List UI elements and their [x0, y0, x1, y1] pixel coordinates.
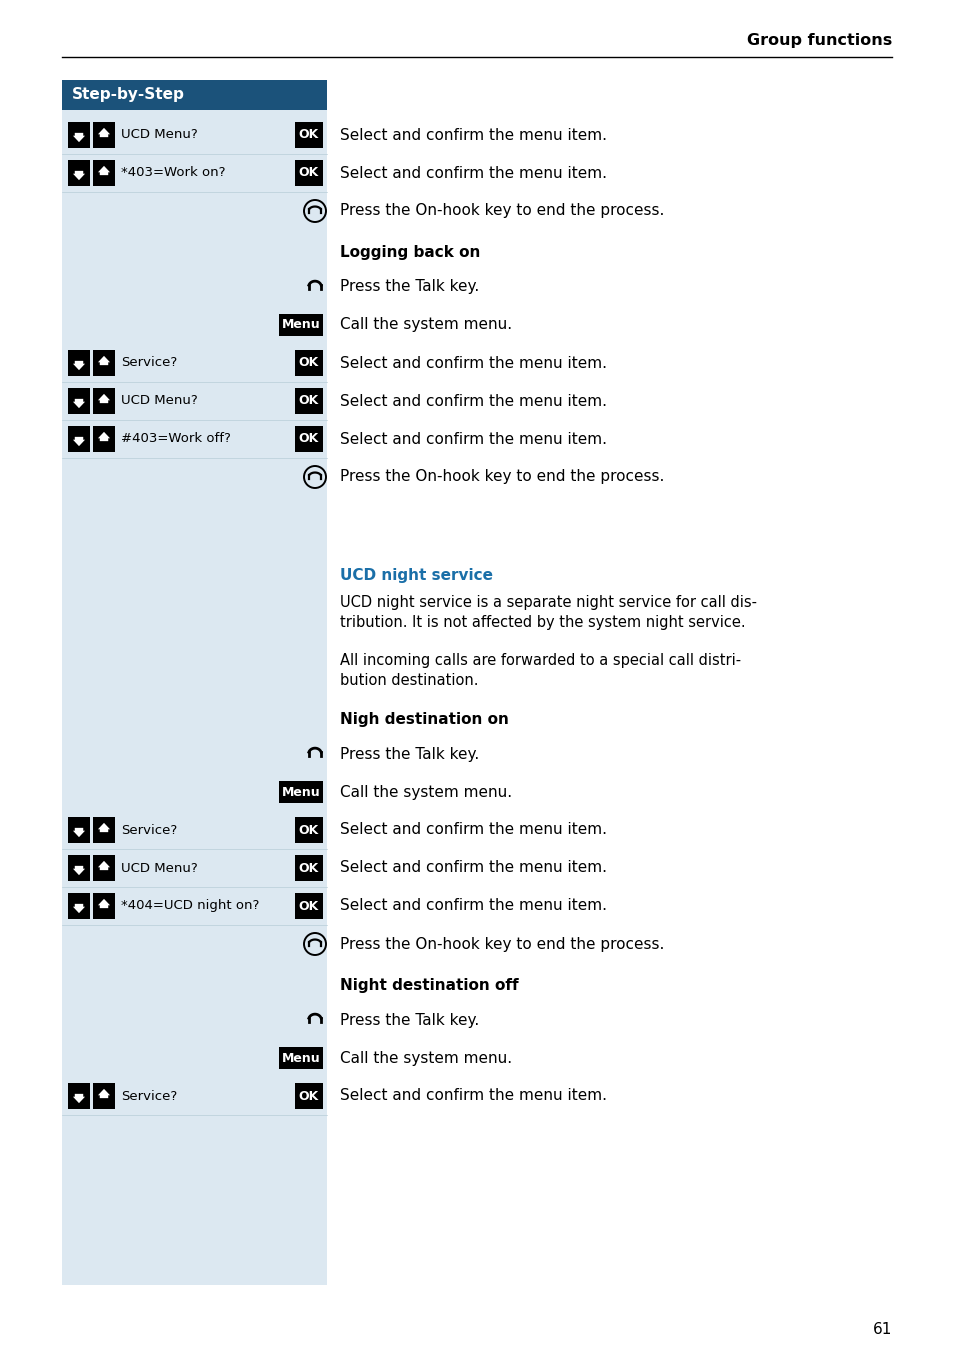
- Bar: [68, 160, 90, 187]
- Text: Press the Talk key.: Press the Talk key.: [339, 280, 478, 295]
- Bar: [92, 350, 115, 376]
- Polygon shape: [98, 899, 110, 909]
- Text: *404=UCD night on?: *404=UCD night on?: [121, 899, 259, 913]
- Text: UCD night service: UCD night service: [339, 568, 493, 583]
- Bar: [92, 817, 115, 844]
- Polygon shape: [72, 399, 85, 408]
- Bar: [294, 388, 323, 414]
- Polygon shape: [72, 827, 85, 837]
- Text: 61: 61: [872, 1322, 891, 1337]
- Polygon shape: [98, 128, 110, 137]
- Bar: [294, 350, 323, 376]
- Text: Logging back on: Logging back on: [339, 245, 480, 261]
- Bar: [68, 350, 90, 376]
- Bar: [294, 854, 323, 882]
- Text: OK: OK: [298, 1090, 319, 1102]
- Text: Menu: Menu: [281, 319, 320, 331]
- Text: Select and confirm the menu item.: Select and confirm the menu item.: [339, 1088, 606, 1103]
- Bar: [294, 426, 323, 452]
- Polygon shape: [98, 356, 110, 365]
- Text: Press the On-hook key to end the process.: Press the On-hook key to end the process…: [339, 204, 663, 219]
- Text: OK: OK: [298, 357, 319, 369]
- Polygon shape: [72, 865, 85, 875]
- Text: Select and confirm the menu item.: Select and confirm the menu item.: [339, 899, 606, 914]
- Bar: [92, 160, 115, 187]
- Text: Service?: Service?: [121, 823, 177, 837]
- Text: Nigh destination on: Nigh destination on: [339, 713, 508, 727]
- Text: #403=Work off?: #403=Work off?: [121, 433, 231, 446]
- Polygon shape: [98, 823, 110, 831]
- Text: Call the system menu.: Call the system menu.: [339, 318, 512, 333]
- Bar: [62, 80, 327, 110]
- Polygon shape: [72, 904, 85, 913]
- Text: Select and confirm the menu item.: Select and confirm the menu item.: [339, 127, 606, 142]
- Bar: [92, 854, 115, 882]
- Bar: [278, 314, 323, 337]
- Bar: [294, 1083, 323, 1109]
- Text: Press the Talk key.: Press the Talk key.: [339, 1013, 478, 1028]
- Bar: [294, 817, 323, 844]
- Text: Menu: Menu: [281, 786, 320, 799]
- Polygon shape: [72, 1094, 85, 1103]
- Text: Select and confirm the menu item.: Select and confirm the menu item.: [339, 860, 606, 876]
- Text: Select and confirm the menu item.: Select and confirm the menu item.: [339, 822, 606, 837]
- Text: UCD Menu?: UCD Menu?: [121, 861, 197, 875]
- Text: OK: OK: [298, 433, 319, 446]
- Polygon shape: [98, 431, 110, 441]
- Bar: [92, 894, 115, 919]
- Text: Service?: Service?: [121, 1090, 177, 1102]
- Text: OK: OK: [298, 861, 319, 875]
- Text: *403=Work on?: *403=Work on?: [121, 166, 225, 180]
- Text: Press the On-hook key to end the process.: Press the On-hook key to end the process…: [339, 469, 663, 484]
- Text: Night destination off: Night destination off: [339, 979, 518, 994]
- Polygon shape: [72, 170, 85, 180]
- Bar: [92, 122, 115, 147]
- Text: All incoming calls are forwarded to a special call distri-
bution destination.: All incoming calls are forwarded to a sp…: [339, 653, 740, 688]
- Bar: [294, 122, 323, 147]
- Bar: [68, 122, 90, 147]
- Bar: [278, 781, 323, 803]
- Polygon shape: [98, 861, 110, 871]
- Bar: [92, 426, 115, 452]
- Text: Step-by-Step: Step-by-Step: [71, 88, 185, 103]
- Bar: [68, 894, 90, 919]
- Bar: [68, 854, 90, 882]
- Text: Press the Talk key.: Press the Talk key.: [339, 746, 478, 761]
- Text: Menu: Menu: [281, 1052, 320, 1064]
- Text: Press the On-hook key to end the process.: Press the On-hook key to end the process…: [339, 937, 663, 952]
- Text: Select and confirm the menu item.: Select and confirm the menu item.: [339, 431, 606, 446]
- Polygon shape: [98, 1088, 110, 1098]
- Bar: [68, 817, 90, 844]
- Bar: [68, 426, 90, 452]
- Polygon shape: [72, 361, 85, 370]
- Text: Call the system menu.: Call the system menu.: [339, 784, 512, 799]
- Text: UCD Menu?: UCD Menu?: [121, 395, 197, 407]
- Text: UCD night service is a separate night service for call dis-
tribution. It is not: UCD night service is a separate night se…: [339, 595, 757, 630]
- Bar: [92, 388, 115, 414]
- Text: Select and confirm the menu item.: Select and confirm the menu item.: [339, 356, 606, 370]
- Polygon shape: [72, 437, 85, 446]
- Bar: [92, 1083, 115, 1109]
- Text: Group functions: Group functions: [746, 32, 891, 47]
- Bar: [62, 110, 327, 1284]
- Polygon shape: [98, 393, 110, 403]
- Bar: [68, 388, 90, 414]
- Text: Select and confirm the menu item.: Select and confirm the menu item.: [339, 393, 606, 408]
- Text: Select and confirm the menu item.: Select and confirm the menu item.: [339, 165, 606, 181]
- Bar: [294, 160, 323, 187]
- Polygon shape: [98, 166, 110, 176]
- Bar: [68, 1083, 90, 1109]
- Text: Call the system menu.: Call the system menu.: [339, 1051, 512, 1065]
- Bar: [294, 894, 323, 919]
- Text: OK: OK: [298, 899, 319, 913]
- Polygon shape: [72, 132, 85, 142]
- Text: OK: OK: [298, 395, 319, 407]
- Text: OK: OK: [298, 128, 319, 142]
- Bar: [278, 1046, 323, 1069]
- Text: Service?: Service?: [121, 357, 177, 369]
- Text: UCD Menu?: UCD Menu?: [121, 128, 197, 142]
- Text: OK: OK: [298, 166, 319, 180]
- Text: OK: OK: [298, 823, 319, 837]
